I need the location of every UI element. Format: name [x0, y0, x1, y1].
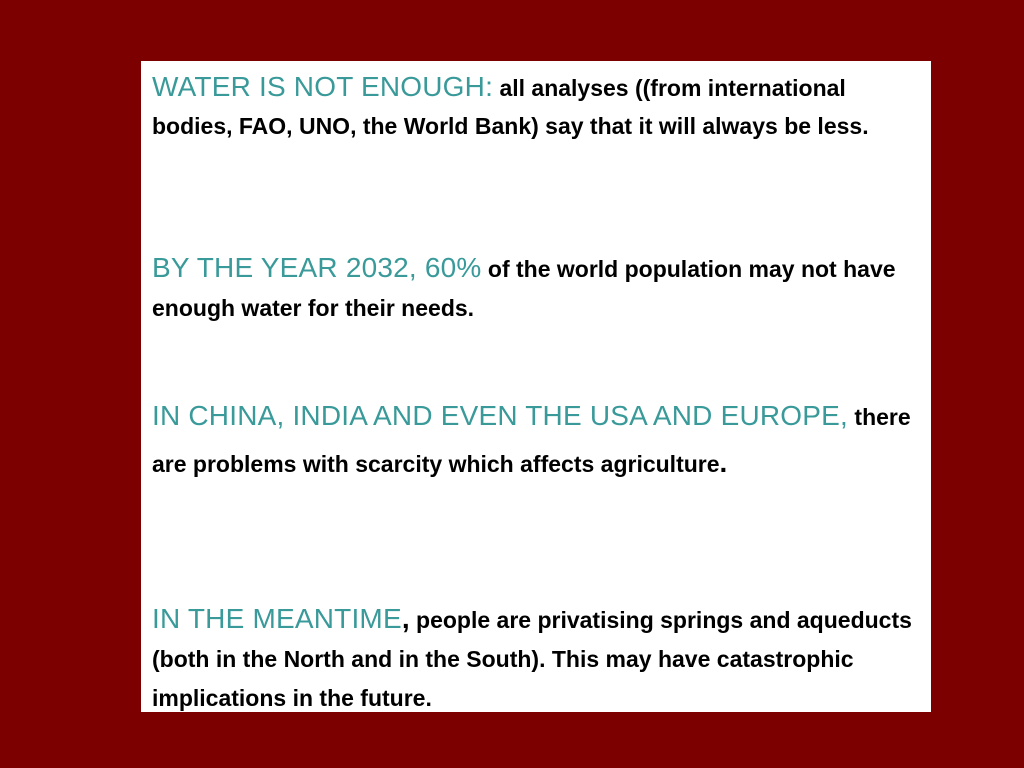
paragraph-body: all analyses ((from international bodies… — [152, 75, 869, 139]
paragraph-china-india: IN CHINA, INDIA AND EVEN THE USA AND EUR… — [152, 395, 922, 489]
content-panel: WATER IS NOT ENOUGH: all analyses ((from… — [141, 61, 931, 712]
paragraph-meantime: IN THE MEANTIME, people are privatising … — [152, 601, 922, 720]
paragraph-lead: BY THE YEAR 2032, 60% — [152, 252, 482, 283]
paragraph-lead: IN CHINA, INDIA AND EVEN THE USA AND EUR… — [152, 400, 849, 431]
paragraph-body: of the world population may not have eno… — [152, 256, 896, 321]
paragraph-year-2032: BY THE YEAR 2032, 60% of the world popul… — [152, 249, 922, 330]
paragraph-trail: . — [719, 447, 728, 478]
paragraph-body: people are privatising springs and aqued… — [152, 607, 912, 711]
paragraph-water-not-enough: WATER IS NOT ENOUGH: all analyses ((from… — [152, 69, 922, 147]
paragraph-body: there are problems with scarcity which a… — [152, 404, 911, 477]
paragraph-lead-suffix: , — [401, 603, 410, 634]
paragraph-lead: IN THE MEANTIME — [152, 603, 402, 634]
paragraph-lead: WATER IS NOT ENOUGH: — [152, 71, 494, 102]
